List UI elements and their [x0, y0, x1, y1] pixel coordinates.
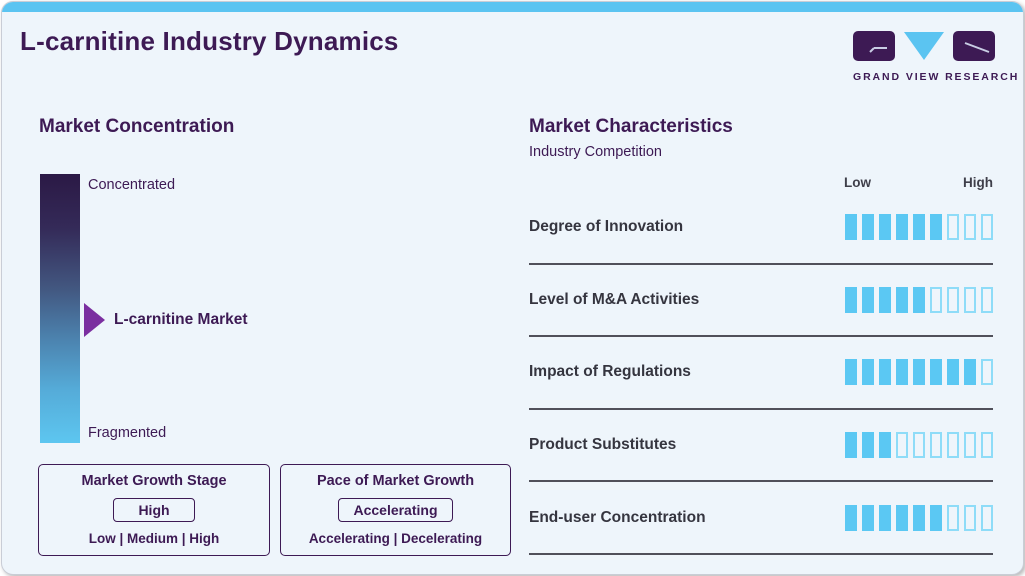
market-characteristics-heading: Market Characteristics [529, 116, 733, 137]
characteristic-label: Degree of Innovation [529, 218, 684, 236]
characteristic-label: Level of M&A Activities [529, 290, 700, 308]
rating-bar-filled [845, 432, 857, 459]
rating-bar-filled [896, 286, 908, 313]
characteristic-label: Impact of Regulations [529, 363, 691, 381]
rating-bar-empty [964, 432, 976, 459]
rating-bar-empty [930, 432, 942, 459]
rating-bar-empty [947, 504, 959, 531]
rating-bar-empty [947, 286, 959, 313]
concentration-gradient-bar [40, 174, 80, 443]
market-position-arrow-icon [84, 303, 105, 337]
rating-bar-empty [947, 214, 959, 241]
characteristic-row: End-user Concentration [529, 482, 993, 555]
rating-bars [845, 432, 993, 459]
characteristic-label: Product Substitutes [529, 436, 677, 454]
rating-bar-filled [862, 214, 874, 241]
rating-bar-filled [862, 359, 874, 386]
market-position-label: L-carnitine Market [114, 311, 248, 328]
rating-bar-empty [981, 504, 993, 531]
growth-stage-value: High [113, 498, 195, 522]
rating-bar-filled [879, 504, 891, 531]
rating-bars [845, 214, 993, 241]
rating-bar-filled [947, 359, 959, 386]
rating-bar-empty [964, 504, 976, 531]
market-growth-stage-box: Market Growth Stage High Low | Medium | … [38, 464, 270, 556]
rating-bar-filled [845, 286, 857, 313]
pace-options: Accelerating | Decelerating [308, 531, 483, 546]
brand-logo: GRAND VIEW RESEARCH [853, 29, 1020, 83]
fragmented-label: Fragmented [88, 425, 167, 441]
rating-bar-empty [947, 432, 959, 459]
rating-bar-filled [930, 214, 942, 241]
rating-bar-filled [913, 504, 925, 531]
rating-bar-filled [879, 359, 891, 386]
rating-bar-filled [964, 359, 976, 386]
rating-bars [845, 504, 993, 531]
rating-bars [845, 359, 993, 386]
pace-value: Accelerating [338, 498, 453, 522]
rating-bar-filled [930, 359, 942, 386]
rating-bar-filled [862, 286, 874, 313]
rating-bar-empty [964, 286, 976, 313]
rating-scale-header: Low High [844, 175, 993, 190]
pace-title: Pace of Market Growth [316, 473, 475, 489]
rating-bar-filled [879, 432, 891, 459]
rating-bar-filled [913, 359, 925, 386]
rating-bar-filled [930, 504, 942, 531]
characteristic-label: End-user Concentration [529, 508, 706, 526]
characteristic-row: Product Substitutes [529, 410, 993, 483]
growth-stage-options: Low | Medium | High [88, 531, 220, 546]
rating-bar-empty [981, 214, 993, 241]
rating-bar-filled [879, 286, 891, 313]
rating-bar-filled [862, 504, 874, 531]
rating-bar-empty [964, 214, 976, 241]
rating-bar-empty [981, 432, 993, 459]
rating-bar-filled [845, 359, 857, 386]
rating-bar-filled [913, 214, 925, 241]
rating-bar-filled [879, 214, 891, 241]
accent-top-bar [2, 2, 1023, 12]
rating-bar-filled [862, 432, 874, 459]
characteristic-row: Level of M&A Activities [529, 265, 993, 338]
rating-bar-filled [845, 214, 857, 241]
characteristics-rows: Degree of Innovation Level of M&A Activit… [529, 192, 993, 555]
rating-bar-filled [845, 504, 857, 531]
market-concentration-heading: Market Concentration [39, 116, 235, 137]
growth-stage-title: Market Growth Stage [81, 473, 227, 489]
characteristic-row: Degree of Innovation [529, 192, 993, 265]
rating-bar-empty [981, 286, 993, 313]
rating-bar-empty [981, 359, 993, 386]
pace-of-growth-box: Pace of Market Growth Accelerating Accel… [280, 464, 511, 556]
rating-bar-filled [896, 359, 908, 386]
grand-view-research-icon [853, 31, 995, 61]
characteristic-row: Impact of Regulations [529, 337, 993, 410]
rating-bar-filled [913, 286, 925, 313]
industry-competition-subheading: Industry Competition [529, 144, 662, 160]
rating-bar-filled [896, 504, 908, 531]
rating-bar-empty [913, 432, 925, 459]
brand-logo-text: GRAND VIEW RESEARCH [853, 71, 1020, 83]
scale-low-label: Low [844, 175, 871, 190]
rating-bar-empty [930, 286, 942, 313]
rating-bars [845, 286, 993, 313]
rating-bar-filled [896, 214, 908, 241]
page-title: L-carnitine Industry Dynamics [20, 26, 399, 56]
concentrated-label: Concentrated [88, 177, 176, 193]
scale-high-label: High [963, 175, 993, 190]
rating-bar-empty [896, 432, 908, 459]
